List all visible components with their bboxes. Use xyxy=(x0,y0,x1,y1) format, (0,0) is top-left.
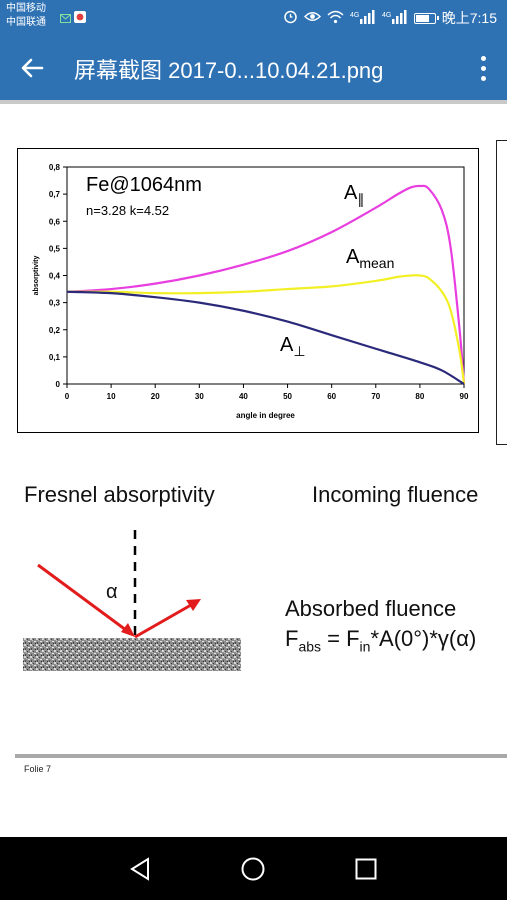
y-axis-label: absorptivity xyxy=(33,256,40,296)
page-title: 屏幕截图 2017-0...10.04.21.png xyxy=(74,58,384,83)
y-tick-label: 0,2 xyxy=(49,326,61,335)
absorbed-fluence-formula: Fabs = Fin*A(0°)*γ(α) xyxy=(285,626,477,655)
x-tick-label: 50 xyxy=(283,392,292,401)
chart-title: Fe@1064nm xyxy=(86,174,202,196)
clock-time: 晚上7:15 xyxy=(441,10,497,26)
y-tick-label: 0 xyxy=(56,380,61,389)
x-tick-label: 60 xyxy=(327,392,336,401)
chart-subtitle: n=3.28 k=4.52 xyxy=(86,203,169,218)
absorptivity-chart: 0 10 20 30 40 50 60 70 80 90 0 0,1 0,2 0,3 0,4 0,5 0,6 0,… xyxy=(33,163,469,420)
carrier-2: 中国联通 xyxy=(6,17,46,28)
y-tick-label: 0,1 xyxy=(49,353,61,362)
reflection-diagram: α xyxy=(23,530,241,671)
x-tick-label: 0 xyxy=(65,392,70,401)
image-viewer[interactable]: 0 10 20 30 40 50 60 70 80 90 0 0,1 0,2 0,3 0,4 0,5 0,6 0,… xyxy=(0,100,507,837)
svg-text:4G: 4G xyxy=(382,12,391,19)
wifi-icon xyxy=(327,10,344,27)
chart-frame: 0 10 20 30 40 50 60 70 80 90 0 0,1 0,2 0,3 0,4 0,5 0,6 0,… xyxy=(17,148,479,433)
series-label: Amean xyxy=(346,246,394,271)
reflected-arrowhead xyxy=(186,599,201,611)
y-tick-label: 0,3 xyxy=(49,299,61,308)
incident-ray xyxy=(37,563,131,635)
eye-icon xyxy=(303,10,321,26)
x-tick-label: 30 xyxy=(195,392,204,401)
status-bar: 中国移动 中国联通 4G 4G 晚上7:15 xyxy=(0,0,507,36)
y-tick-label: 0,5 xyxy=(49,244,61,253)
incoming-fluence-label: Incoming fluence xyxy=(312,482,479,507)
footer-divider xyxy=(15,754,507,758)
slide-footer: Folie 7 xyxy=(24,764,52,774)
alpha-label: α xyxy=(106,581,118,603)
series-label: A∥ xyxy=(344,182,364,207)
series-line xyxy=(66,274,466,385)
series-line xyxy=(66,290,465,385)
series-line xyxy=(66,184,466,385)
x-tick-label: 70 xyxy=(371,392,380,401)
y-tick-label: 0,4 xyxy=(49,272,61,281)
x-tick-label: 80 xyxy=(415,392,424,401)
app-notification-icon xyxy=(74,10,86,28)
x-tick-label: 90 xyxy=(460,392,469,401)
incident-arrowhead xyxy=(121,623,135,637)
arrow-back-icon[interactable] xyxy=(16,52,48,84)
nav-recents-icon[interactable] xyxy=(353,856,379,882)
y-tick-label: 0,8 xyxy=(49,163,61,172)
message-icon xyxy=(60,10,71,28)
reflected-ray xyxy=(134,603,192,639)
nav-back-icon[interactable] xyxy=(128,856,154,882)
x-axis-label: angle in degree xyxy=(236,411,295,420)
nav-bar xyxy=(0,837,507,900)
y-tick-label: 0,6 xyxy=(49,217,61,226)
divider xyxy=(0,100,507,104)
absorbed-fluence-label: Absorbed fluence xyxy=(285,596,457,621)
fresnel-label: Fresnel absorptivity xyxy=(24,482,215,507)
nav-home-icon[interactable] xyxy=(240,856,266,882)
right-slide-frame xyxy=(496,140,507,445)
x-tick-label: 20 xyxy=(151,392,160,401)
more-vert-icon[interactable] xyxy=(475,52,491,84)
app-bar: 屏幕截图 2017-0...10.04.21.png xyxy=(0,36,507,100)
signal-icon: 4G xyxy=(382,9,408,27)
y-tick-label: 0,7 xyxy=(49,190,61,199)
carrier-1: 中国移动 xyxy=(6,3,46,14)
svg-text:4G: 4G xyxy=(350,12,359,19)
signal-icon: 4G xyxy=(350,9,376,27)
x-tick-label: 10 xyxy=(107,392,116,401)
surface-material xyxy=(23,638,241,671)
series-label: A⊥ xyxy=(280,334,306,359)
battery-icon xyxy=(413,12,439,24)
alarm-icon xyxy=(283,9,298,27)
x-tick-label: 40 xyxy=(239,392,248,401)
